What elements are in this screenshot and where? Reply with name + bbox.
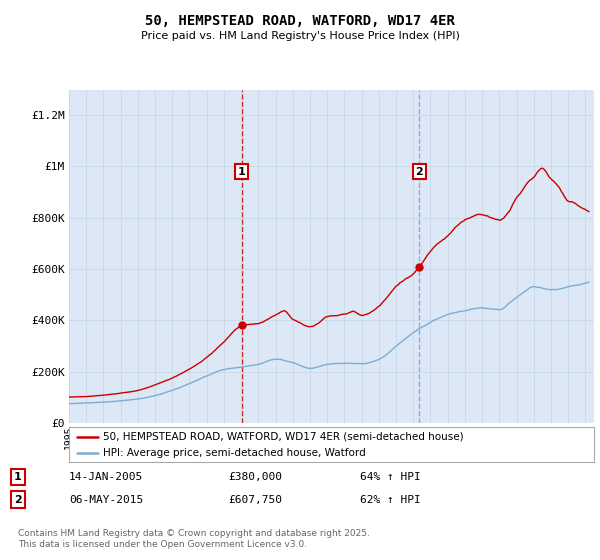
Text: 1: 1 (14, 472, 22, 482)
Text: 2: 2 (415, 167, 423, 176)
Text: 50, HEMPSTEAD ROAD, WATFORD, WD17 4ER (semi-detached house): 50, HEMPSTEAD ROAD, WATFORD, WD17 4ER (s… (103, 432, 464, 442)
Text: 50, HEMPSTEAD ROAD, WATFORD, WD17 4ER: 50, HEMPSTEAD ROAD, WATFORD, WD17 4ER (145, 14, 455, 28)
Text: 14-JAN-2005: 14-JAN-2005 (69, 472, 143, 482)
Text: 2: 2 (14, 494, 22, 505)
Text: 1: 1 (238, 167, 245, 176)
Text: 62% ↑ HPI: 62% ↑ HPI (360, 494, 421, 505)
Text: 06-MAY-2015: 06-MAY-2015 (69, 494, 143, 505)
Text: Contains HM Land Registry data © Crown copyright and database right 2025.
This d: Contains HM Land Registry data © Crown c… (18, 529, 370, 549)
Text: Price paid vs. HM Land Registry's House Price Index (HPI): Price paid vs. HM Land Registry's House … (140, 31, 460, 41)
Text: £380,000: £380,000 (228, 472, 282, 482)
Text: HPI: Average price, semi-detached house, Watford: HPI: Average price, semi-detached house,… (103, 448, 366, 458)
Text: 64% ↑ HPI: 64% ↑ HPI (360, 472, 421, 482)
Text: £607,750: £607,750 (228, 494, 282, 505)
